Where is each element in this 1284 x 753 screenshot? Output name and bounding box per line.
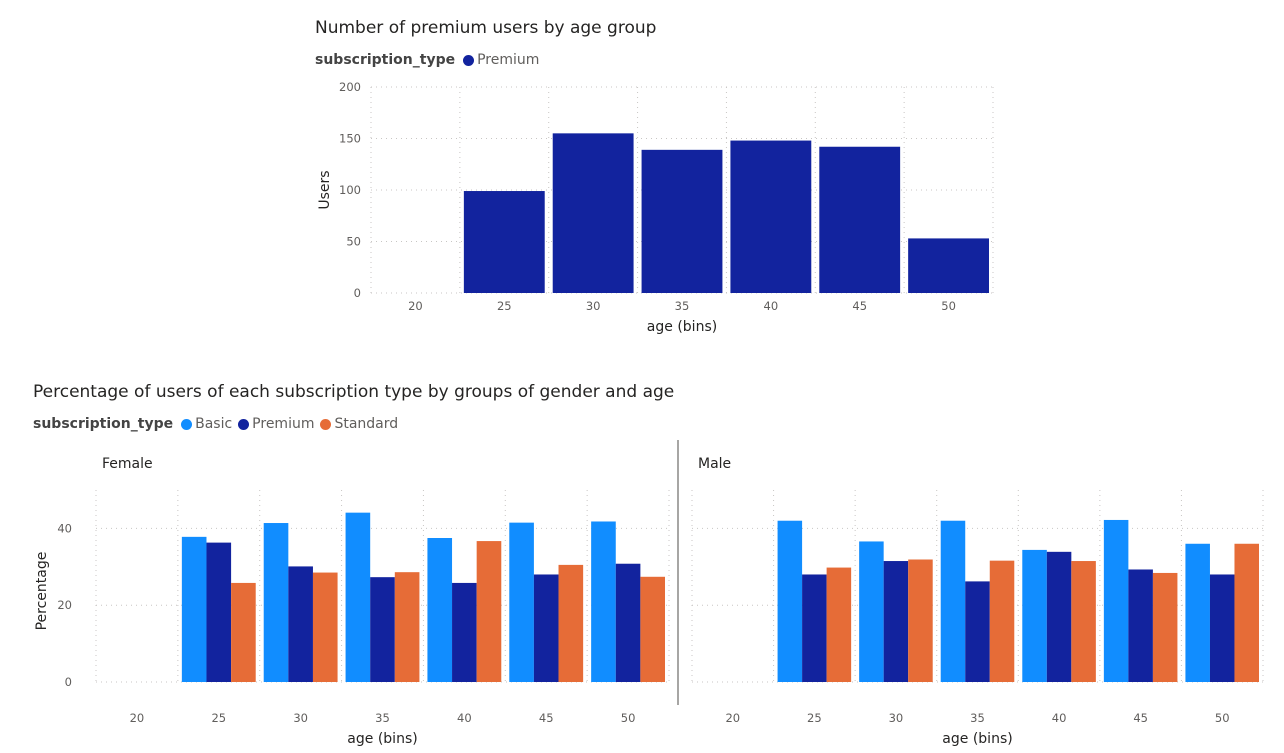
basic-dot-icon: [181, 418, 193, 430]
chart1-y-tick-label: 200: [339, 80, 361, 94]
chart2-x-tick-label: 20: [725, 711, 740, 725]
chart1-x-tick-label: 30: [586, 299, 601, 313]
chart2-legend-item-standard[interactable]: Standard: [320, 416, 398, 432]
chart2-legend-title: subscription_type: [33, 416, 174, 432]
chart2-x-axis-label: age (bins): [347, 731, 417, 747]
chart2-bar-premium[interactable]: [802, 574, 827, 682]
chart2-bar-premium[interactable]: [533, 574, 559, 682]
chart2-y-tick-label: 20: [57, 598, 72, 612]
chart2-x-tick-label: 40: [457, 711, 472, 725]
chart2-bar-basic[interactable]: [1103, 519, 1129, 682]
chart2-y-axis-label: Percentage: [34, 552, 50, 631]
chart2-x-tick-label: 35: [375, 711, 390, 725]
chart2-x-tick-label: 25: [211, 711, 226, 725]
chart2-bar-basic[interactable]: [509, 522, 534, 682]
chart2-legend: subscription_type Basic Premium Standard: [33, 416, 404, 432]
chart2-bar-premium[interactable]: [206, 542, 232, 682]
chart2-x-tick-label: 30: [889, 711, 904, 725]
chart2-x-tick-label: 45: [539, 711, 554, 725]
chart2-bar-premium[interactable]: [1128, 569, 1153, 682]
chart1-legend: subscription_type Premium: [315, 52, 545, 68]
chart1-y-tick-label: 100: [339, 183, 361, 197]
chart2-bar-premium[interactable]: [370, 577, 395, 682]
chart1-legend-label: Premium: [477, 52, 540, 68]
chart2-bar-basic[interactable]: [427, 538, 453, 682]
chart2-bar-standard[interactable]: [1234, 543, 1259, 682]
chart2-x-axis-label: age (bins): [942, 731, 1012, 747]
chart1-bar[interactable]: [463, 191, 545, 293]
chart2-bar-premium[interactable]: [1209, 574, 1235, 682]
standard-dot-icon: [320, 418, 332, 430]
chart2-x-tick-label: 25: [807, 711, 822, 725]
chart2-bar-basic[interactable]: [1185, 543, 1210, 682]
chart2-bar-standard[interactable]: [640, 576, 665, 682]
chart2-bar-standard[interactable]: [558, 564, 584, 682]
chart2-bar-basic[interactable]: [263, 523, 289, 682]
chart2-x-tick-label: 50: [1215, 711, 1230, 725]
chart1-bar[interactable]: [641, 149, 723, 293]
chart2-legend-label-premium: Premium: [252, 416, 315, 432]
chart2-bar-standard[interactable]: [989, 560, 1015, 682]
chart2-x-tick-label: 45: [1133, 711, 1148, 725]
chart2-bar-basic[interactable]: [859, 541, 884, 682]
chart2-legend-label-basic: Basic: [195, 416, 233, 432]
chart1-y-tick-label: 0: [354, 286, 361, 300]
chart2-bar-basic[interactable]: [777, 520, 803, 682]
chart2-bar-premium[interactable]: [883, 561, 909, 682]
chart2-legend-item-premium[interactable]: Premium: [238, 416, 314, 432]
chart1-legend-title: subscription_type: [315, 52, 456, 68]
chart1-x-tick-label: 35: [675, 299, 690, 313]
chart1-bar[interactable]: [908, 238, 989, 293]
chart2-bar-basic[interactable]: [181, 536, 207, 682]
chart1-x-tick-label: 25: [497, 299, 512, 313]
chart2-bar-standard[interactable]: [908, 559, 933, 682]
chart2-x-tick-label: 20: [130, 711, 145, 725]
chart1-title: Number of premium users by age group: [315, 18, 657, 38]
chart1-legend-item-premium[interactable]: Premium: [463, 52, 539, 68]
chart2-bar-premium[interactable]: [965, 581, 990, 682]
chart1-y-axis-label: Users: [317, 170, 333, 209]
chart2-panel-label: Female: [102, 456, 153, 472]
chart2-legend-label-standard: Standard: [334, 416, 399, 432]
premium-dot-icon: [463, 54, 475, 66]
chart1-bar[interactable]: [819, 146, 901, 293]
chart2-bar-standard[interactable]: [476, 541, 502, 682]
chart2-bar-basic[interactable]: [940, 520, 966, 682]
chart2-bar-standard[interactable]: [826, 567, 852, 682]
chart2-bar-standard[interactable]: [312, 572, 338, 682]
chart2-bar-basic[interactable]: [345, 512, 371, 682]
chart1-x-axis-label: age (bins): [647, 319, 717, 335]
chart2-y-tick-label: 40: [57, 521, 72, 535]
chart1-bar[interactable]: [552, 133, 634, 293]
chart1-bar[interactable]: [730, 140, 812, 293]
chart2-bar-standard[interactable]: [394, 572, 420, 682]
chart2-legend-item-basic[interactable]: Basic: [181, 416, 232, 432]
chart2-x-tick-label: 50: [621, 711, 636, 725]
chart2-title: Percentage of users of each subscription…: [33, 382, 675, 402]
chart1-y-tick-label: 50: [346, 235, 361, 249]
chart2-bar-basic[interactable]: [1022, 549, 1047, 682]
chart2-bar-basic[interactable]: [591, 521, 616, 682]
chart2-bar-standard[interactable]: [1071, 561, 1096, 682]
chart2-x-tick-label: 40: [1052, 711, 1067, 725]
chart1-x-tick-label: 20: [408, 299, 423, 313]
chart1-y-tick-label: 150: [339, 132, 361, 146]
chart2-bar-premium[interactable]: [288, 566, 313, 682]
chart2-x-tick-label: 35: [970, 711, 985, 725]
chart2-y-tick-label: 0: [65, 675, 72, 689]
chart2-panel-label: Male: [698, 456, 731, 472]
chart1-x-tick-label: 40: [764, 299, 779, 313]
chart1-x-tick-label: 45: [852, 299, 867, 313]
chart1-x-tick-label: 50: [941, 299, 956, 313]
chart2-bar-standard[interactable]: [1152, 572, 1178, 682]
chart2-bar-premium[interactable]: [1046, 551, 1072, 682]
premium-dot-icon: [238, 418, 250, 430]
chart2-x-tick-label: 30: [293, 711, 308, 725]
chart2-bar-standard[interactable]: [231, 582, 256, 682]
chart2-bar-premium[interactable]: [615, 563, 641, 682]
chart2-bar-premium[interactable]: [452, 582, 477, 682]
